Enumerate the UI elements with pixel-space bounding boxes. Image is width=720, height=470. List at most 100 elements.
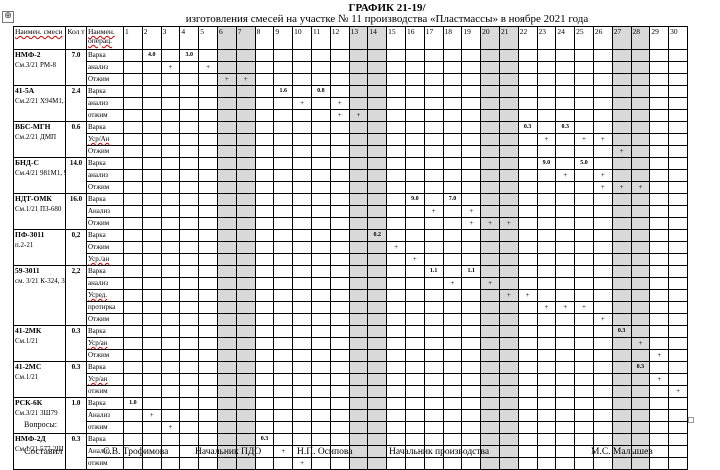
- day-cell-20[interactable]: [480, 301, 500, 314]
- day-cell-13[interactable]: [348, 85, 369, 98]
- day-cell-1[interactable]: [123, 313, 143, 326]
- day-cell-7[interactable]: [235, 277, 256, 290]
- day-cell-25[interactable]: [574, 217, 594, 230]
- day-cell-3[interactable]: [160, 229, 181, 242]
- day-cell-23[interactable]: +: [536, 133, 557, 146]
- day-cell-1[interactable]: [123, 421, 143, 434]
- day-cell-28[interactable]: +: [630, 337, 651, 350]
- day-cell-6[interactable]: [216, 361, 237, 374]
- day-cell-3[interactable]: [160, 277, 181, 290]
- day-cell-30[interactable]: [668, 145, 688, 158]
- day-cell-13[interactable]: [348, 73, 369, 86]
- day-cell-28[interactable]: [630, 313, 651, 326]
- day-cell-29[interactable]: [649, 145, 670, 158]
- day-cell-24[interactable]: [555, 61, 576, 74]
- day-cell-30[interactable]: [668, 433, 688, 446]
- day-cell-15[interactable]: [386, 109, 406, 122]
- day-cell-20[interactable]: [480, 109, 500, 122]
- day-cell-26[interactable]: [592, 73, 613, 86]
- day-cell-20[interactable]: [480, 445, 500, 458]
- day-cell-27[interactable]: [611, 277, 632, 290]
- day-cell-27[interactable]: [611, 289, 632, 302]
- day-cell-20[interactable]: [480, 169, 500, 182]
- day-cell-22[interactable]: [517, 169, 538, 182]
- day-cell-20[interactable]: [480, 397, 500, 410]
- day-cell-7[interactable]: [235, 361, 256, 374]
- day-cell-5[interactable]: [198, 157, 218, 170]
- day-cell-26[interactable]: [592, 373, 613, 386]
- day-cell-15[interactable]: [386, 145, 406, 158]
- day-cell-23[interactable]: [536, 397, 557, 410]
- day-cell-24[interactable]: 0.3: [555, 121, 576, 134]
- day-cell-20[interactable]: [480, 145, 500, 158]
- day-cell-30[interactable]: [668, 157, 688, 170]
- day-cell-13[interactable]: [348, 253, 369, 266]
- day-cell-2[interactable]: [141, 325, 162, 338]
- day-cell-27[interactable]: [611, 97, 632, 110]
- day-cell-25[interactable]: [574, 409, 594, 422]
- day-cell-18[interactable]: [442, 217, 463, 230]
- day-cell-23[interactable]: [536, 169, 557, 182]
- day-cell-2[interactable]: [141, 289, 162, 302]
- day-cell-17[interactable]: [423, 349, 444, 362]
- day-cell-3[interactable]: [160, 121, 181, 134]
- day-cell-29[interactable]: [649, 181, 670, 194]
- day-cell-1[interactable]: [123, 373, 143, 386]
- day-cell-2[interactable]: [141, 85, 162, 98]
- day-cell-9[interactable]: [273, 169, 294, 182]
- day-cell-22[interactable]: [517, 205, 538, 218]
- day-cell-22[interactable]: [517, 421, 538, 434]
- day-cell-20[interactable]: [480, 457, 500, 470]
- day-cell-2[interactable]: [141, 313, 162, 326]
- day-cell-12[interactable]: [329, 349, 350, 362]
- day-cell-14[interactable]: [367, 313, 388, 326]
- day-cell-15[interactable]: [386, 325, 406, 338]
- day-cell-16[interactable]: [404, 229, 425, 242]
- day-cell-5[interactable]: [198, 373, 218, 386]
- day-cell-17[interactable]: [423, 181, 444, 194]
- day-cell-16[interactable]: [404, 361, 425, 374]
- day-cell-30[interactable]: [668, 457, 688, 470]
- day-cell-8[interactable]: [254, 97, 275, 110]
- day-cell-20[interactable]: [480, 373, 500, 386]
- day-cell-25[interactable]: [574, 337, 594, 350]
- day-cell-6[interactable]: [216, 433, 237, 446]
- day-cell-24[interactable]: [555, 181, 576, 194]
- day-cell-26[interactable]: [592, 49, 613, 62]
- day-cell-24[interactable]: [555, 433, 576, 446]
- day-cell-26[interactable]: [592, 289, 613, 302]
- day-cell-24[interactable]: [555, 73, 576, 86]
- day-cell-25[interactable]: [574, 229, 594, 242]
- day-cell-5[interactable]: [198, 433, 218, 446]
- day-cell-2[interactable]: [141, 157, 162, 170]
- day-cell-28[interactable]: [630, 217, 651, 230]
- day-cell-3[interactable]: [160, 73, 181, 86]
- day-cell-30[interactable]: [668, 97, 688, 110]
- day-cell-20[interactable]: [480, 241, 500, 254]
- day-cell-23[interactable]: [536, 289, 557, 302]
- day-cell-25[interactable]: [574, 85, 594, 98]
- day-cell-27[interactable]: [611, 217, 632, 230]
- day-cell-2[interactable]: [141, 265, 162, 278]
- day-cell-30[interactable]: [668, 445, 688, 458]
- table-resize-handle[interactable]: [688, 417, 694, 423]
- day-cell-24[interactable]: [555, 445, 576, 458]
- day-cell-27[interactable]: [611, 301, 632, 314]
- day-cell-15[interactable]: [386, 73, 406, 86]
- day-cell-2[interactable]: [141, 433, 162, 446]
- day-cell-24[interactable]: [555, 193, 576, 206]
- day-cell-16[interactable]: [404, 217, 425, 230]
- day-cell-1[interactable]: 1.0: [123, 397, 143, 410]
- day-cell-17[interactable]: [423, 325, 444, 338]
- day-cell-7[interactable]: [235, 145, 256, 158]
- day-cell-18[interactable]: [442, 325, 463, 338]
- day-cell-15[interactable]: [386, 277, 406, 290]
- day-cell-22[interactable]: [517, 337, 538, 350]
- day-cell-7[interactable]: [235, 169, 256, 182]
- day-cell-24[interactable]: [555, 241, 576, 254]
- day-cell-8[interactable]: [254, 265, 275, 278]
- day-cell-14[interactable]: 0.2: [367, 229, 388, 242]
- day-cell-6[interactable]: [216, 169, 237, 182]
- day-cell-22[interactable]: [517, 301, 538, 314]
- day-cell-11[interactable]: [310, 373, 331, 386]
